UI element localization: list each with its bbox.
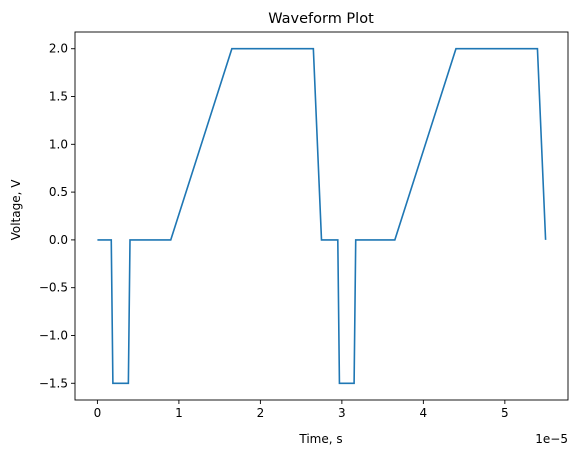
x-axis-label: Time, s <box>298 432 342 446</box>
x-tick-label: 0 <box>94 406 102 420</box>
y-axis-ticks: −1.5 −1.0 −0.5 0.0 0.5 1.0 1.5 2.0 <box>39 42 75 390</box>
x-tick-label: 4 <box>420 406 428 420</box>
y-tick-label: 0.0 <box>49 233 68 247</box>
y-tick-label: −0.5 <box>39 281 68 295</box>
y-tick-label: 2.0 <box>49 42 68 56</box>
x-tick-label: 5 <box>501 406 509 420</box>
x-tick-label: 1 <box>175 406 183 420</box>
plot-frame <box>74 31 569 401</box>
y-tick-label: 0.5 <box>49 185 68 199</box>
y-tick-label: 1.0 <box>49 137 68 151</box>
x-tick-label: 3 <box>338 406 346 420</box>
x-axis-ticks: 0 1 2 3 4 5 <box>94 400 509 420</box>
y-axis-label: Voltage, V <box>9 179 23 241</box>
plot-area <box>74 31 569 401</box>
y-tick-label: −1.0 <box>39 328 68 342</box>
series-line-0 <box>97 47 547 385</box>
y-tick-label: 1.5 <box>49 90 68 104</box>
x-axis-offset-label: 1e−5 <box>535 432 568 446</box>
x-tick-label: 2 <box>257 406 265 420</box>
y-tick-label: −1.5 <box>39 376 68 390</box>
chart-title: Waveform Plot <box>268 11 374 27</box>
